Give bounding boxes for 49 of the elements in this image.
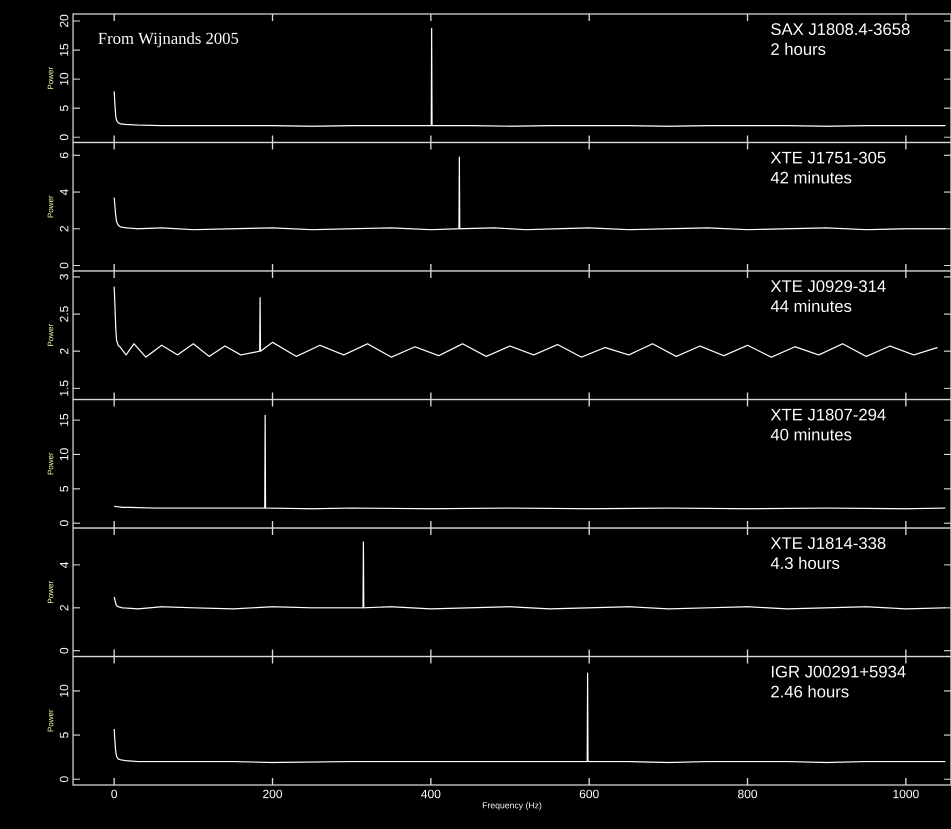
y-axis-title: Power [48,196,54,218]
y-tick-label: 4 [60,562,68,568]
chart-title: IGR J00291+5934 [772,666,906,678]
x-tick-label: 0 [111,790,118,798]
x-tick-label: 800 [738,790,758,798]
y-axis-title: Power [48,452,54,474]
chart-title: XTE J1807-294 [770,408,886,421]
y-tick-label: 6 [60,152,68,158]
y-axis-title: Power [48,324,54,346]
y-tick-label: 15 [60,44,68,56]
annotation: From Wijnands 2005 [98,32,238,48]
x-tick-label: 600 [580,790,599,798]
x-tick-label: 1000 [893,790,919,798]
text: 44 minutes [770,300,852,312]
y-tick-label: 2.5 [60,306,68,322]
y-tick-label: 0 [60,520,68,526]
text: 42 minutes [770,171,852,184]
text: 2.46 hours [771,685,849,698]
y-tick-label: 10 [60,72,68,85]
y-tick-label: 4 [60,189,68,196]
y-tick-label: 0 [60,648,68,654]
y-axis-title: Power [48,581,54,603]
y-tick-label: 5 [60,486,68,492]
y-tick-label: 20 [60,14,68,28]
chart-title: SAX J1808.4-3658 [771,23,910,36]
x-tick-label: 400 [421,790,440,798]
y-tick-label: 2 [60,226,68,232]
y-tick-label: 0 [60,134,68,140]
y-tick-label: 0 [60,262,68,268]
y-tick-label: 1.5 [60,380,68,396]
y-axis-title: Power [48,710,54,732]
chart-title: XTE J1814-338 [770,537,886,550]
y-tick-label: 2 [60,605,68,611]
text: 40 minutes [770,428,852,441]
y-tick-label: 5 [60,732,68,738]
text: 4.3 hours [770,556,840,570]
y-tick-label: 10 [60,448,68,460]
y-tick-label: 15 [60,414,68,426]
y-tick-label: 3 [60,274,68,280]
y-axis-title: Power [48,67,54,89]
y-tick-label: 5 [60,105,68,112]
x-tick-label: 200 [263,790,282,798]
chart-title: XTE J1751-305 [770,152,886,164]
chart-title: XTE J0929-314 [770,280,886,292]
y-tick-label: 10 [60,684,68,697]
y-tick-label: 2 [60,348,68,354]
text: 2 hours [771,42,826,56]
x-axis-title: Frequency (Hz) [482,802,542,810]
y-tick-label: 0 [60,776,68,782]
